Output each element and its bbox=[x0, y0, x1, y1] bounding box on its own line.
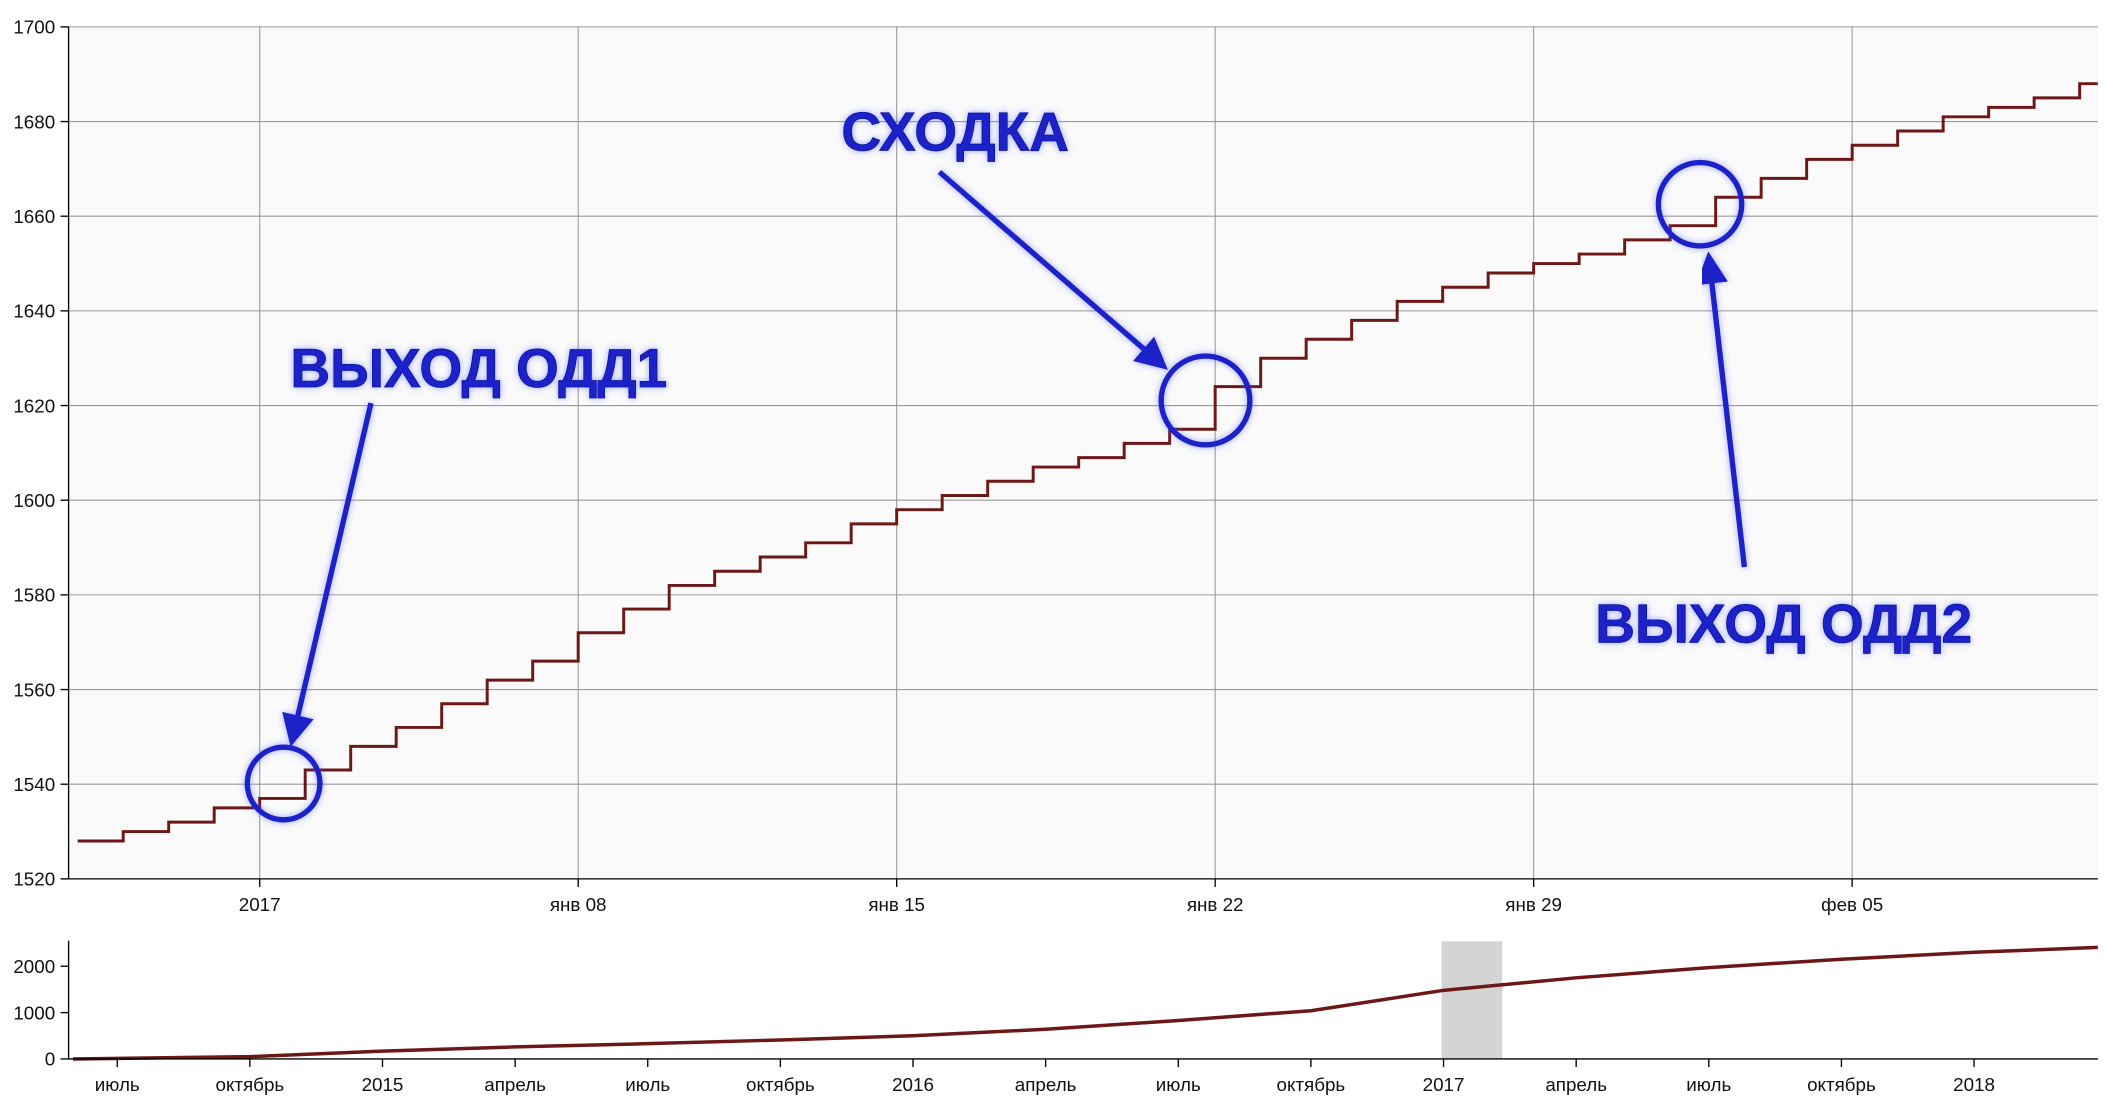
x-tick-label: июль bbox=[95, 1074, 140, 1095]
annotation: СХОДКА bbox=[841, 101, 1069, 163]
x-tick-label: 2018 bbox=[1953, 1074, 1995, 1095]
x-tick-label: 2017 bbox=[239, 894, 281, 915]
x-tick-label: октябрь bbox=[1807, 1074, 1876, 1095]
x-tick-label: октябрь bbox=[216, 1074, 285, 1095]
y-tick-label: 1600 bbox=[13, 490, 55, 511]
y-tick-label: 1000 bbox=[13, 1002, 55, 1023]
x-tick-label: 2017 bbox=[1423, 1074, 1465, 1095]
x-tick-label: апрель bbox=[484, 1074, 546, 1095]
x-tick-label: 2015 bbox=[362, 1074, 404, 1095]
annotation-arrow bbox=[1695, 251, 1748, 568]
x-tick-label: апрель bbox=[1015, 1074, 1077, 1095]
x-tick-label: янв 22 bbox=[1187, 894, 1244, 915]
x-tick-label: янв 29 bbox=[1505, 894, 1562, 915]
y-tick-label: 1580 bbox=[13, 585, 55, 606]
y-tick-label: 1640 bbox=[13, 301, 55, 322]
x-tick-label: октябрь bbox=[1277, 1074, 1346, 1095]
y-tick-label: 2000 bbox=[13, 956, 55, 977]
data-line bbox=[73, 945, 2098, 1061]
x-tick-label: июль bbox=[625, 1074, 670, 1095]
annotation-circle bbox=[1158, 353, 1253, 448]
annotation: ВЫХОД ОДД1 bbox=[290, 337, 667, 399]
y-tick-label: 0 bbox=[45, 1049, 55, 1070]
y-tick-label: 1520 bbox=[13, 869, 55, 890]
x-tick-label: октябрь bbox=[746, 1074, 815, 1095]
x-tick-label: янв 15 bbox=[868, 894, 925, 915]
y-tick-label: 1700 bbox=[13, 17, 55, 38]
chart-layer: 1520 1540 1560 1580 1600 1620 1640 1660 1680 1700… bbox=[13, 17, 2098, 1095]
x-tick-label: июль bbox=[1686, 1074, 1731, 1095]
annotation-arrow bbox=[282, 402, 374, 747]
annotations: ВЫХОД ОДД1 СХОДКА ВЫХОД ОДД2 bbox=[244, 100, 1973, 823]
y-tick-label: 1540 bbox=[13, 774, 55, 795]
y-tick-label: 1560 bbox=[13, 679, 55, 700]
y-tick-label: 1680 bbox=[13, 111, 55, 132]
annotation: ВЫХОД ОДД2 bbox=[1595, 592, 1972, 654]
y-tick-label: 1620 bbox=[13, 395, 55, 416]
x-tick-label: апрель bbox=[1545, 1074, 1607, 1095]
y-tick-label: 1660 bbox=[13, 206, 55, 227]
annotation-circle bbox=[244, 744, 323, 823]
data-line bbox=[77, 82, 2098, 843]
plot-area bbox=[68, 26, 2098, 879]
annotation-arrow bbox=[937, 169, 1168, 370]
x-tick-label: фев 05 bbox=[1821, 894, 1883, 915]
annotation-circle bbox=[1655, 159, 1745, 249]
x-tick-label: 2016 bbox=[892, 1074, 934, 1095]
selection bbox=[1440, 940, 1504, 1060]
x-tick-label: июль bbox=[1156, 1074, 1201, 1095]
x-tick-label: янв 08 bbox=[550, 894, 607, 915]
